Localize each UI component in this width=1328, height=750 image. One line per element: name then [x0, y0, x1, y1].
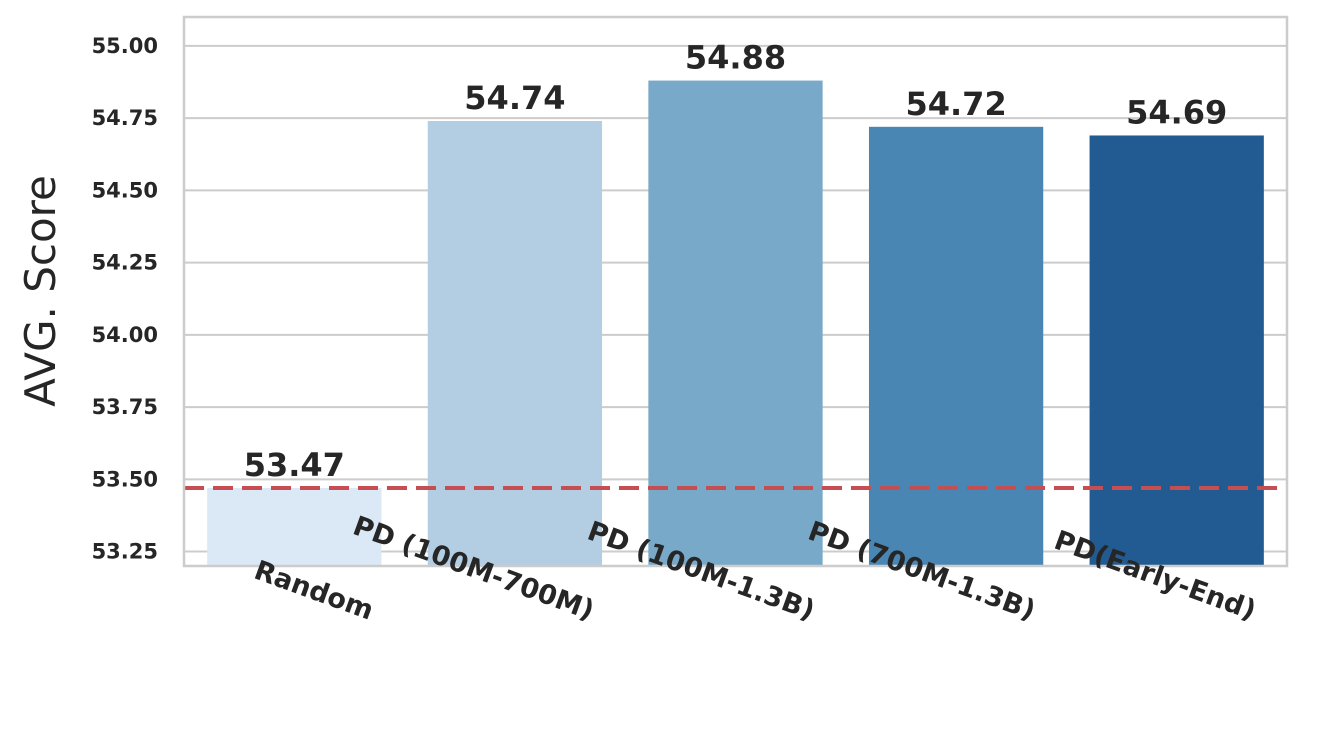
y-tick-labels: 53.25 53.50 53.75 54.00 54.25 54.50 54.75 55.00: [92, 34, 158, 564]
y-tick-label: 53.75: [92, 395, 158, 419]
bar: [427, 121, 603, 566]
plot-border: [182, 15, 1289, 568]
plot-frame: [182, 15, 1289, 568]
data-label: 53.47: [244, 446, 345, 484]
y-tick-label: 54.00: [92, 323, 158, 347]
y-tick-label: 54.25: [92, 251, 158, 275]
y-axis-title: AVG. Score: [16, 175, 65, 407]
bar: [648, 80, 823, 566]
y-tick-label: 53.25: [92, 540, 158, 564]
y-tick-label: 53.50: [92, 467, 158, 491]
data-label: 54.69: [1126, 93, 1227, 131]
y-tick-label: 54.75: [92, 106, 158, 130]
bars: [207, 80, 1264, 567]
data-label: 54.88: [685, 39, 786, 77]
bar: [868, 126, 1044, 567]
bar: [1089, 135, 1264, 566]
y-tick-label: 55.00: [92, 34, 158, 58]
data-label: 54.74: [464, 79, 565, 117]
bar: [207, 487, 382, 566]
y-tick-label: 54.50: [92, 178, 158, 202]
data-label: 54.72: [905, 85, 1006, 123]
data-labels: 53.47 54.74 54.88 54.72 54.69: [244, 39, 1228, 484]
